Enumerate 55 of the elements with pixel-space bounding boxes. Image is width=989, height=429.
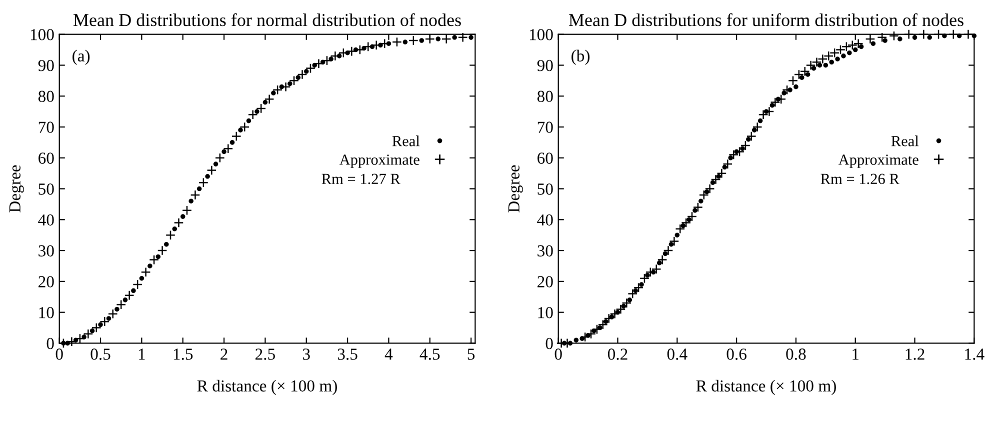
x-tick-label: 1.2 [906,348,924,360]
y-tick-label: 80 [38,90,54,102]
x-tick-label: 0 [554,348,562,360]
y-tick-label: 80 [537,90,553,102]
chart-title: Mean D distributions for normal distribution of nodes [73,13,461,26]
annotation: Rm = 1.27 R [322,174,400,184]
legend-label: Real [891,136,919,146]
x-axis-title: R distance (× 100 m) [197,380,337,395]
y-tick-label: 30 [538,245,553,256]
y-tick-label: 40 [38,214,54,226]
x-tick-label: 0.6 [726,348,746,360]
x-tick-label: 1 [138,348,145,360]
x-tick-label: 0.8 [786,348,806,360]
x-tick-label: 4.5 [420,348,440,360]
y-axis-title: Degree [508,165,523,212]
y-tick-label: 50 [538,183,553,195]
y-tick-label: 60 [538,152,553,164]
x-tick-label: 4 [384,348,393,360]
y-tick-label: 90 [537,60,553,72]
legend-label: Approximate [838,154,918,168]
y-tick-label: 0 [546,338,553,350]
y-tick-label: 100 [30,29,54,40]
x-tick-label: 2 [220,348,228,360]
chart-title: Mean D distributions for uniform distribution of nodes [568,13,964,26]
x-tick-label: 1.4 [965,348,984,360]
y-tick-label: 20 [38,276,54,288]
x-tick-label: 0.2 [608,348,628,360]
y-tick-label: 70 [38,122,54,133]
y-tick-label: 70 [538,122,553,133]
y-tick-label: 100 [530,29,553,40]
annotation: Rm = 1.26 R [820,174,900,184]
y-tick-label: 0 [46,338,54,350]
legend-label: Real [392,136,420,146]
x-tick-label: 5 [468,348,475,360]
x-tick-label: 3.5 [338,348,358,360]
y-tick-label: 40 [537,214,553,226]
x-axis-title: R distance (× 100 m) [696,380,836,395]
y-tick-label: 20 [538,276,553,288]
annotation: (b) [572,50,590,65]
x-tick-label: 1 [852,348,859,360]
x-tick-label: 0 [56,348,63,360]
y-axis-title: Degree [9,165,24,212]
x-tick-label: 0.4 [667,348,688,360]
y-tick-label: 60 [38,152,54,164]
y-tick-label: 50 [38,183,54,195]
x-tick-label: 3 [303,348,310,360]
annotation: (a) [72,50,90,65]
legend-label: Approximate [339,154,420,168]
x-tick-label: 2.5 [256,348,275,360]
y-tick-label: 10 [39,307,54,318]
y-tick-label: 10 [538,307,553,318]
y-tick-label: 30 [38,245,54,256]
x-tick-label: 1.5 [174,348,193,360]
x-tick-label: 0.5 [90,348,110,360]
y-tick-label: 90 [38,60,54,72]
